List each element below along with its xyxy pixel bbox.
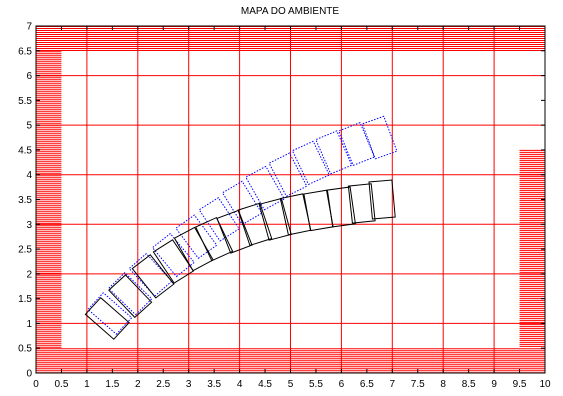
x-tick-label: 9 (491, 379, 497, 390)
solid-box-4 (152, 239, 195, 284)
x-tick-label: 4 (237, 379, 243, 390)
y-tick-label: 2 (26, 269, 32, 280)
y-tick-label: 0.5 (18, 344, 32, 355)
x-tick-label: 2 (135, 379, 141, 390)
solid-box-1 (84, 297, 130, 340)
dotted-box-11 (315, 130, 353, 175)
chart-title: MAPA DO AMBIENTE (241, 6, 339, 17)
solid-box-7 (216, 209, 253, 254)
x-tick-label: 1.5 (105, 379, 119, 390)
y-tick-label: 6.5 (18, 46, 32, 57)
x-tick-label: 5 (288, 379, 294, 390)
solid-box-3 (131, 254, 175, 299)
solid-box-11 (303, 189, 334, 232)
y-tick-label: 5.5 (18, 96, 32, 107)
solid-box-12 (326, 186, 356, 228)
dotted-trajectory-layer (87, 115, 398, 335)
y-tick-label: 1 (26, 319, 32, 330)
y-tick-label: 5 (26, 121, 32, 132)
x-tick-label: 0.5 (54, 379, 68, 390)
dotted-box-5 (175, 214, 218, 259)
x-tick-label: 6.5 (360, 379, 374, 390)
y-tick-label: 4.5 (18, 145, 32, 156)
dotted-box-2 (107, 272, 153, 316)
y-tick-label: 7 (26, 22, 32, 33)
dotted-box-6 (198, 197, 240, 242)
dotted-box-3 (128, 252, 173, 297)
dotted-box-13 (361, 115, 398, 160)
x-tick-label: 8.5 (462, 379, 476, 390)
x-tick-label: 7 (390, 379, 396, 390)
y-tick-label: 1.5 (18, 294, 32, 305)
y-tick-label: 6 (26, 71, 32, 82)
axis-ticks-layer (35, 25, 546, 374)
dotted-box-10 (291, 140, 330, 186)
y-tick-label: 3.5 (18, 195, 32, 206)
dotted-box-7 (221, 180, 263, 226)
x-tick-label: 4.5 (258, 379, 272, 390)
solid-trajectory-layer (84, 179, 396, 340)
x-tick-label: 2.5 (156, 379, 170, 390)
solid-box-8 (237, 202, 273, 247)
x-tick-label: 5.5 (309, 379, 323, 390)
x-tick-label: 6 (339, 379, 345, 390)
y-tick-label: 4 (26, 170, 32, 181)
solid-box-6 (195, 216, 234, 262)
dotted-box-9 (268, 152, 308, 197)
solid-box-5 (173, 226, 214, 272)
solid-box-14 (368, 179, 396, 220)
solid-box-13 (347, 183, 376, 224)
x-tick-label: 3.5 (207, 379, 221, 390)
x-tick-label: 3 (186, 379, 192, 390)
x-tick-label: 10 (539, 379, 551, 390)
x-tick-label: 9.5 (513, 379, 527, 390)
y-tick-label: 3 (26, 220, 32, 231)
x-tick-label: 0 (33, 379, 39, 390)
dotted-box-1 (87, 292, 133, 335)
x-tick-label: 7.5 (411, 379, 425, 390)
y-tick-label: 0 (26, 369, 32, 380)
grid-layer (36, 26, 545, 373)
solid-box-2 (108, 274, 153, 319)
solid-box-9 (258, 197, 292, 241)
solid-box-10 (279, 193, 312, 236)
x-tick-labels: 0 0.5 1 1.5 2 2.5 3 3.5 4 4.5 5 5.5 6 6.5 7 7.5 8 8.5 9 9.5… (33, 379, 551, 390)
dotted-box-4 (151, 232, 196, 278)
dotted-box-12 (338, 121, 376, 167)
y-tick-label: 2.5 (18, 245, 32, 256)
dotted-box-8 (245, 165, 285, 211)
wall-4 (519, 149, 545, 347)
x-tick-label: 1 (84, 379, 90, 390)
x-tick-label: 8 (440, 379, 446, 390)
y-tick-labels: 0 0.5 1 1.5 2 2.5 3 3.5 4 4.5 5 5.5 6 6.5 7 (18, 22, 32, 380)
